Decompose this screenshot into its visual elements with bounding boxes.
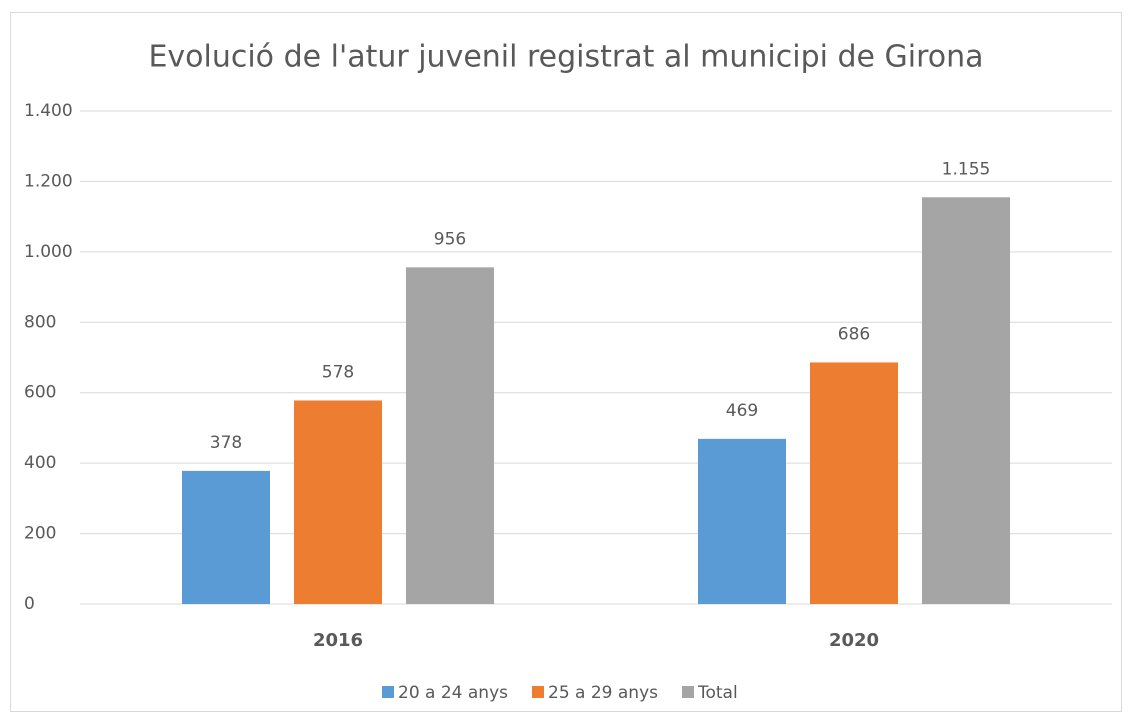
data-label: 469 [726, 401, 758, 421]
x-tick-label: 2020 [829, 630, 879, 651]
bar [182, 470, 270, 604]
legend-swatch [382, 686, 394, 698]
data-label: 378 [210, 433, 242, 453]
data-label: 956 [434, 229, 466, 249]
legend-swatch [682, 686, 694, 698]
y-tick-label: 1.200 [24, 171, 73, 191]
y-tick-label: 1.000 [24, 242, 73, 262]
x-tick-label: 2016 [313, 630, 363, 651]
y-tick-label: 600 [24, 383, 56, 403]
bar [922, 197, 1010, 604]
y-tick-label: 200 [24, 524, 56, 544]
data-label: 578 [322, 362, 354, 382]
y-tick-label: 800 [24, 312, 56, 332]
y-tick-label: 400 [24, 453, 56, 473]
legend-label: 20 a 24 anys [398, 683, 508, 703]
data-label: 1.155 [942, 159, 991, 179]
bar [406, 267, 494, 604]
y-tick-label: 1.400 [24, 101, 73, 121]
bar [294, 400, 382, 604]
data-label: 686 [838, 324, 870, 344]
legend-label: Total [697, 683, 738, 703]
legend-label: 25 a 29 anys [548, 683, 658, 703]
bar [698, 438, 786, 604]
y-tick-label: 0 [24, 594, 35, 614]
chart-title: Evolució de l'atur juvenil registrat al … [148, 40, 983, 75]
bar [810, 362, 898, 604]
legend-swatch [532, 686, 544, 698]
